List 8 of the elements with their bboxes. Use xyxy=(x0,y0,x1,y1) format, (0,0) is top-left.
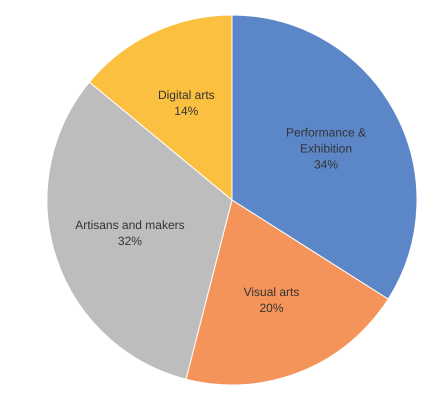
data-label: 32% xyxy=(118,234,142,248)
slice-label: Visual arts xyxy=(244,284,300,299)
slice-label: Performance & Exhibition xyxy=(286,125,366,156)
slice-label: Digital arts xyxy=(158,88,215,102)
data-label: 34% xyxy=(314,157,338,172)
slice-label: Artisans and makers xyxy=(75,218,185,232)
data-label: 20% xyxy=(259,300,284,315)
data-label: 14% xyxy=(174,104,199,118)
